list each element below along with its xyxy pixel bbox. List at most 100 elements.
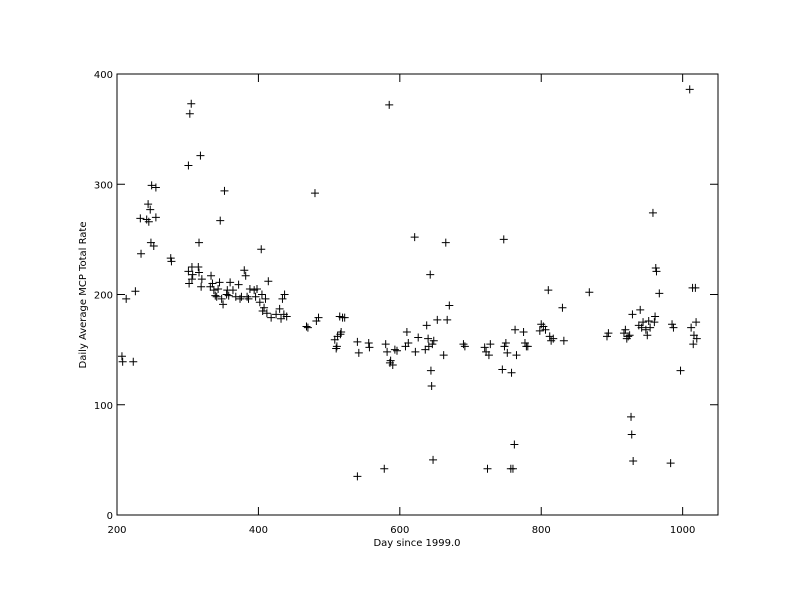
point xyxy=(426,270,435,279)
point xyxy=(149,241,158,250)
point xyxy=(619,329,628,338)
point xyxy=(275,304,284,313)
point xyxy=(651,312,660,321)
point xyxy=(196,151,205,160)
point xyxy=(197,275,206,284)
point xyxy=(136,214,145,223)
point xyxy=(441,238,450,247)
point xyxy=(244,294,253,303)
point xyxy=(257,245,266,254)
point xyxy=(651,264,660,273)
point xyxy=(262,309,271,318)
point xyxy=(258,307,267,316)
point xyxy=(676,366,685,375)
point xyxy=(402,327,411,336)
x-tick-label: 600 xyxy=(390,525,409,536)
x-tick-label: 1000 xyxy=(670,525,695,536)
point xyxy=(386,356,395,365)
y-tick-label: 300 xyxy=(94,180,113,191)
y-tick-label: 200 xyxy=(94,291,113,302)
point xyxy=(433,315,442,324)
point xyxy=(585,288,594,297)
point xyxy=(666,459,675,468)
point xyxy=(643,331,652,340)
point xyxy=(122,294,131,303)
point xyxy=(627,412,636,421)
point xyxy=(383,347,392,356)
x-tick-label: 400 xyxy=(249,525,268,536)
point xyxy=(224,291,233,300)
point xyxy=(228,286,237,295)
point xyxy=(385,100,394,109)
point xyxy=(197,282,206,291)
point xyxy=(208,279,217,288)
point xyxy=(118,357,127,366)
point xyxy=(380,464,389,473)
point xyxy=(185,279,194,288)
point xyxy=(207,271,216,280)
point xyxy=(314,313,323,322)
point xyxy=(146,205,155,214)
point xyxy=(411,347,420,356)
point xyxy=(483,464,492,473)
point xyxy=(687,323,696,332)
point xyxy=(277,314,286,323)
point xyxy=(280,290,289,299)
point xyxy=(414,333,423,342)
point xyxy=(501,339,510,348)
y-tick-label: 0 xyxy=(107,511,113,522)
point xyxy=(214,284,223,293)
point xyxy=(212,292,221,301)
point xyxy=(129,357,138,366)
point xyxy=(421,345,430,354)
point xyxy=(628,310,637,319)
point xyxy=(512,351,521,360)
point xyxy=(381,340,390,349)
point xyxy=(519,327,528,336)
point xyxy=(636,305,645,314)
point xyxy=(195,238,204,247)
point xyxy=(219,300,228,309)
point xyxy=(523,342,532,351)
point xyxy=(549,334,558,343)
point xyxy=(427,382,436,391)
point xyxy=(691,283,700,292)
point xyxy=(255,298,264,307)
point xyxy=(388,361,397,370)
point xyxy=(332,342,341,351)
point xyxy=(151,213,160,222)
point xyxy=(627,430,636,439)
point xyxy=(535,326,544,335)
point xyxy=(251,292,260,301)
point xyxy=(257,290,266,299)
point xyxy=(625,331,634,340)
point xyxy=(364,339,373,348)
point xyxy=(685,85,694,94)
point xyxy=(206,282,215,291)
point xyxy=(302,322,311,331)
x-tick-label: 800 xyxy=(532,525,551,536)
point xyxy=(166,254,175,263)
point xyxy=(187,275,196,284)
x-tick-label: 200 xyxy=(107,525,126,536)
point xyxy=(428,340,437,349)
point xyxy=(340,313,349,322)
point xyxy=(668,320,677,329)
point xyxy=(539,322,548,331)
point xyxy=(267,313,276,322)
point xyxy=(353,472,362,481)
point xyxy=(337,327,346,336)
point xyxy=(604,329,613,338)
point xyxy=(639,318,648,327)
point xyxy=(167,257,176,266)
point xyxy=(312,316,321,325)
point xyxy=(194,262,203,271)
point xyxy=(460,342,469,351)
point xyxy=(692,334,701,343)
point xyxy=(669,323,678,332)
point xyxy=(646,323,655,332)
point xyxy=(137,249,146,258)
